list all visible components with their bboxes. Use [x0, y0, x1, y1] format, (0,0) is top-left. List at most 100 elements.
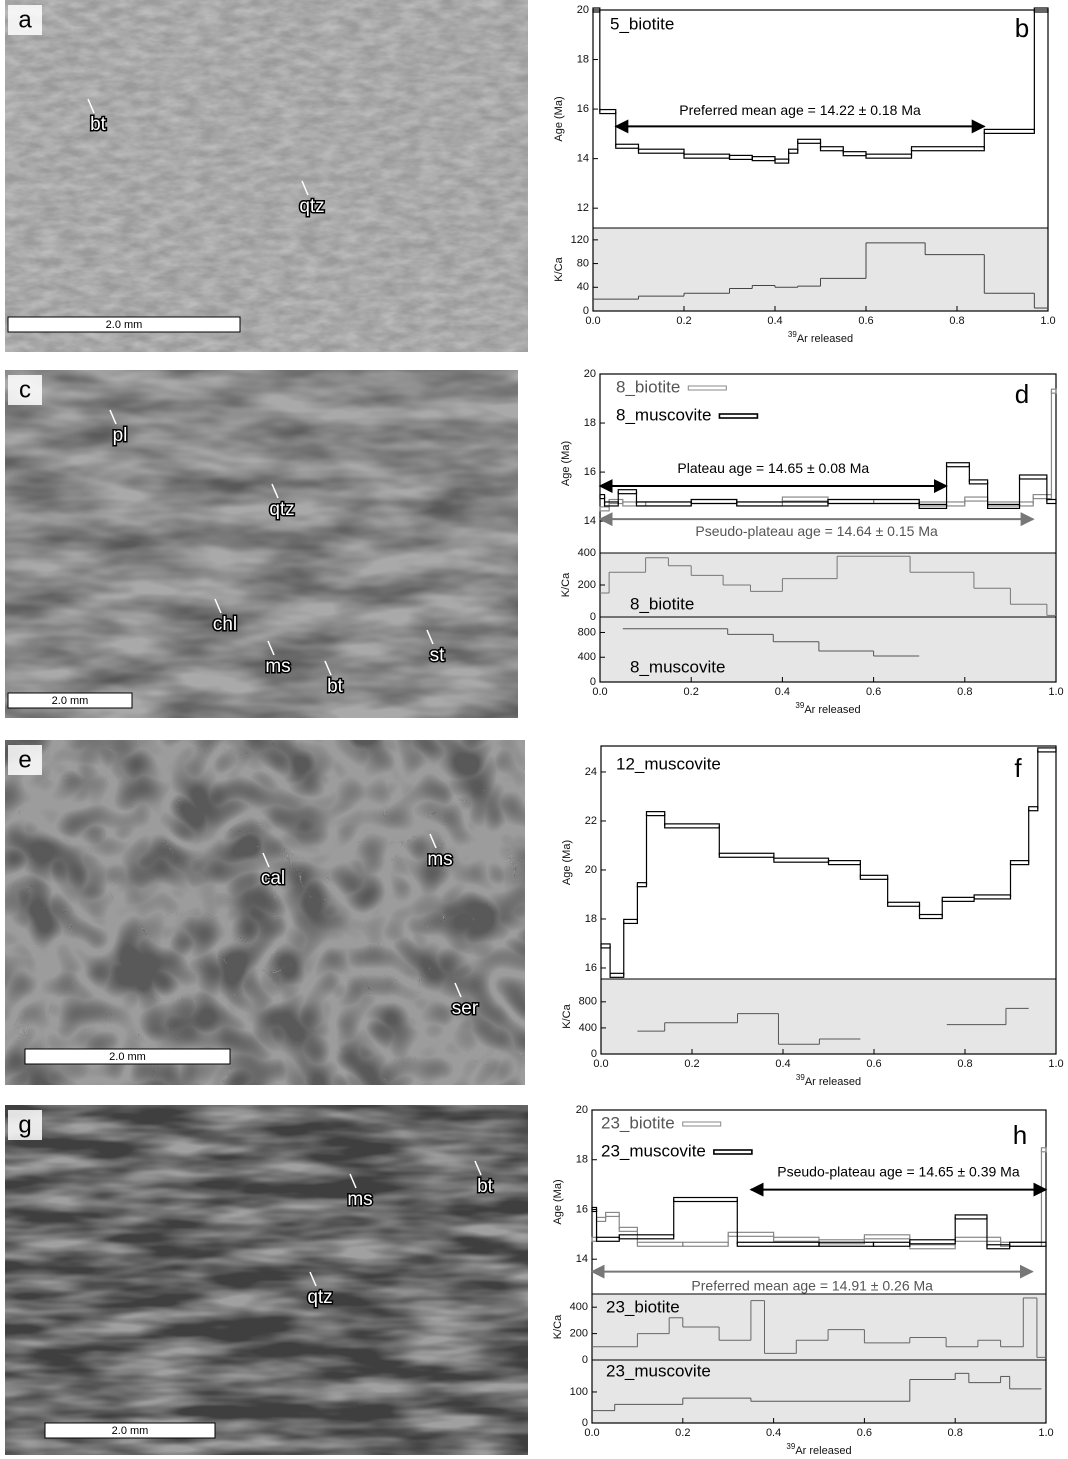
y-tick-label: 12	[577, 202, 589, 214]
kca-panel	[601, 979, 1056, 1054]
panel-letter: g	[18, 1111, 31, 1138]
age-step	[691, 500, 737, 504]
age-step	[1051, 389, 1056, 393]
y-axis-label: K/Ca	[561, 1003, 573, 1028]
x-axis-label-text: Ar released	[805, 1076, 861, 1088]
mineral-label: ser	[452, 998, 479, 1019]
mineral-label: chl	[213, 614, 237, 635]
age-step	[752, 157, 775, 161]
legend-label: 5_biotite	[610, 14, 674, 33]
scale-bar-label: 2.0 mm	[112, 1425, 149, 1437]
scale-bar-label: 2.0 mm	[52, 695, 89, 707]
age-step	[888, 902, 920, 906]
scale-bar-label: 2.0 mm	[106, 319, 143, 331]
age-step	[639, 149, 685, 153]
x-tick-label: 0.4	[766, 1427, 781, 1439]
y-axis-label: K/Ca	[552, 1314, 564, 1339]
x-tick-label: 1.0	[1048, 1058, 1063, 1070]
age-step	[947, 463, 970, 467]
kca-panel	[593, 228, 1048, 311]
x-tick-label: 0.2	[675, 1427, 690, 1439]
y-axis-label: Age (Ma)	[561, 840, 573, 885]
y-axis-label: K/Ca	[553, 256, 565, 281]
age-step	[1010, 1242, 1046, 1246]
panel-letter: e	[18, 746, 31, 773]
y-tick-label: 16	[585, 962, 597, 974]
age-step	[1033, 495, 1051, 499]
y-tick-label: 20	[584, 368, 596, 380]
legend-swatch	[719, 414, 757, 418]
age-step	[737, 1242, 819, 1246]
age-step	[730, 155, 753, 159]
age-step	[821, 147, 844, 151]
y-tick-label: 400	[578, 651, 596, 663]
y-tick-label: 14	[584, 515, 596, 527]
age-step	[600, 495, 605, 499]
age-step	[597, 1237, 620, 1241]
scale-bar-label: 2.0 mm	[109, 1051, 146, 1063]
x-tick-label: 0.2	[676, 315, 691, 327]
age-step	[974, 895, 1010, 899]
mineral-label: bt	[477, 1176, 494, 1197]
age-step	[1041, 1148, 1046, 1152]
y-tick-label: 20	[576, 1104, 588, 1116]
mineral-label: qtz	[299, 196, 324, 217]
mineral-label: ms	[265, 656, 290, 677]
panel-letter: c	[19, 376, 31, 403]
age-step	[984, 129, 1034, 133]
y-tick-label: 200	[578, 579, 596, 591]
y-axis-label: Age (Ma)	[553, 96, 565, 141]
age-step	[828, 500, 874, 504]
y-tick-label: 0	[590, 676, 596, 688]
mineral-label: cal	[261, 868, 285, 889]
age-step	[873, 1242, 909, 1246]
age-step	[646, 502, 692, 506]
age-step	[647, 812, 665, 816]
age-step	[829, 861, 861, 865]
y-tick-label: 18	[577, 53, 589, 65]
age-step	[637, 1242, 682, 1246]
age-step	[969, 480, 987, 484]
x-tick-label: 0.4	[767, 315, 782, 327]
kca-series-label: 23_muscovite	[606, 1361, 711, 1380]
age-step	[1020, 475, 1047, 479]
chart-panel-letter: b	[1015, 13, 1029, 43]
age-step	[860, 875, 887, 879]
panel-letter: a	[18, 6, 32, 33]
y-tick-label: 18	[585, 913, 597, 925]
legend-label: 12_muscovite	[616, 754, 721, 773]
age-step	[684, 154, 730, 158]
y-tick-label: 16	[577, 103, 589, 115]
age-step	[1029, 807, 1038, 811]
x-axis-label: 39Ar released	[795, 701, 860, 716]
age-step	[942, 897, 974, 901]
x-tick-label: 0.2	[684, 686, 699, 698]
y-tick-label: 0	[590, 611, 596, 623]
y-axis-label: Age (Ma)	[560, 441, 572, 486]
y-tick-label: 0	[583, 305, 589, 317]
micrograph-texture	[5, 0, 528, 352]
annotation: Plateau age = 14.65 ± 0.08 Ma	[677, 460, 869, 476]
x-axis-label: 39Ar released	[788, 330, 853, 345]
mineral-label: qtz	[307, 1287, 332, 1308]
age-step	[737, 502, 783, 506]
y-tick-label: 24	[585, 766, 597, 778]
mineral-label: bt	[90, 114, 107, 135]
y-tick-label: 80	[577, 257, 589, 269]
annotation: Preferred mean age = 14.91 ± 0.26 Ma	[691, 1277, 933, 1293]
y-tick-label: 400	[578, 547, 596, 559]
y-axis-label: K/Ca	[560, 572, 572, 597]
age-step	[864, 1235, 909, 1239]
legend-label: 8_muscovite	[616, 405, 711, 424]
age-step	[798, 139, 821, 143]
x-axis-label: 39Ar released	[786, 1442, 851, 1457]
age-step	[782, 497, 828, 501]
y-tick-label: 0	[591, 1048, 597, 1060]
x-tick-label: 0.2	[684, 1058, 699, 1070]
mineral-label: ms	[427, 849, 452, 870]
y-tick-label: 16	[576, 1203, 588, 1215]
legend-swatch	[688, 386, 726, 390]
age-step	[600, 507, 609, 511]
micrograph-texture	[5, 1105, 528, 1455]
y-tick-label: 20	[585, 864, 597, 876]
